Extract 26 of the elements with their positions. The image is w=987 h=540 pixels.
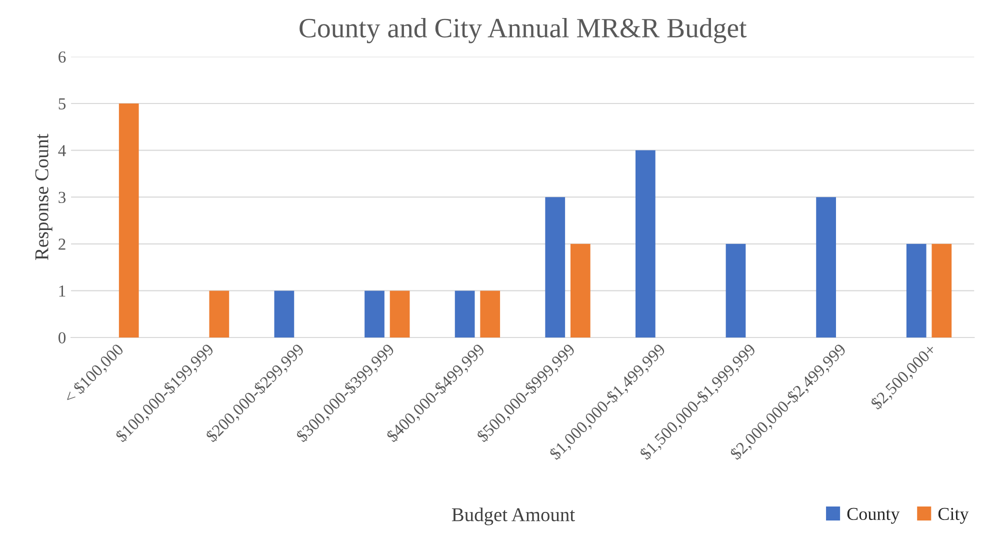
bar bbox=[480, 290, 500, 338]
y-tick-label: 5 bbox=[58, 98, 66, 110]
bar bbox=[274, 290, 294, 338]
bar bbox=[636, 150, 656, 338]
bar bbox=[932, 244, 952, 338]
y-tick-label: 4 bbox=[58, 145, 66, 156]
bar bbox=[454, 290, 475, 338]
bar bbox=[364, 290, 384, 338]
bar bbox=[906, 244, 926, 338]
bar bbox=[209, 290, 230, 338]
legend-label: City bbox=[938, 508, 969, 524]
chart-title: County and City Annual MR&R Budget bbox=[300, 18, 747, 44]
legend-label: County bbox=[847, 508, 900, 524]
bar bbox=[390, 290, 410, 338]
bar bbox=[118, 104, 139, 338]
y-tick-label: 3 bbox=[58, 192, 66, 204]
y-axis-title: Response Count bbox=[35, 134, 52, 260]
bar bbox=[726, 244, 746, 338]
y-tick-label: 1 bbox=[59, 285, 66, 296]
y-tick-label: 2 bbox=[58, 238, 66, 250]
bar bbox=[545, 197, 566, 338]
bar bbox=[816, 197, 836, 338]
bar bbox=[570, 244, 590, 338]
x-axis-title: Budget Amount bbox=[452, 508, 575, 526]
y-tick-label: 6 bbox=[58, 51, 66, 63]
y-tick-label: 0 bbox=[58, 332, 66, 344]
